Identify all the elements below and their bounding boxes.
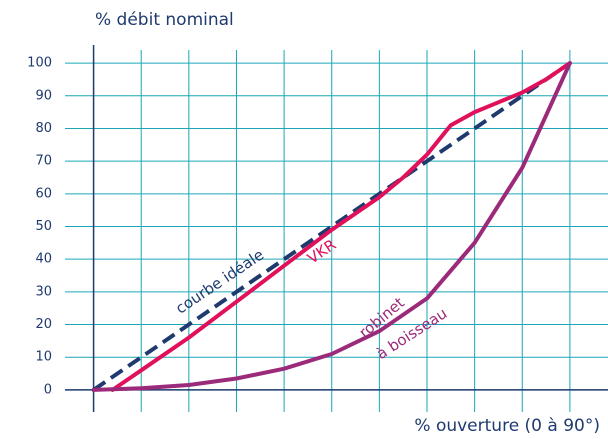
series-line bbox=[92, 61, 572, 392]
y-tick-label: 90 bbox=[35, 88, 52, 103]
y-tick-label: 40 bbox=[35, 252, 52, 267]
chart-title: % débit nominal bbox=[95, 10, 234, 30]
y-tick-label: 0 bbox=[44, 382, 52, 397]
x-axis-label: % ouverture (0 à 90°) bbox=[414, 416, 600, 436]
series-line bbox=[110, 61, 572, 392]
y-tick-label: 70 bbox=[35, 154, 52, 169]
series-line bbox=[91, 61, 572, 392]
y-tick-label: 60 bbox=[35, 186, 52, 201]
y-tick-label: 10 bbox=[35, 350, 52, 365]
y-tick-label: 100 bbox=[27, 56, 52, 71]
y-tick-label: 50 bbox=[35, 219, 52, 234]
y-tick-label: 30 bbox=[35, 284, 52, 299]
y-tick-label: 80 bbox=[35, 121, 52, 136]
y-tick-label: 20 bbox=[35, 317, 52, 332]
